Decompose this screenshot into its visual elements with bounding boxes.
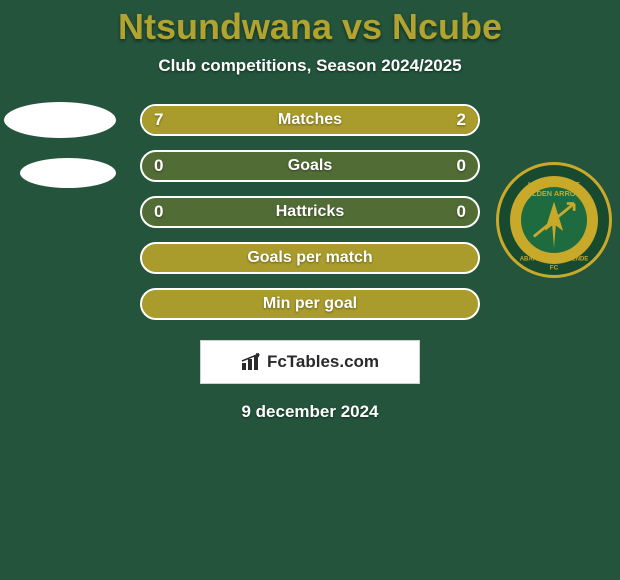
stat-label: Goals — [288, 157, 332, 175]
page-title: Ntsundwana vs Ncube — [118, 6, 502, 48]
content-wrapper: Ntsundwana vs Ncube Club competitions, S… — [0, 0, 620, 580]
ellipse-shape — [4, 102, 116, 138]
svg-text:GOLDEN ARROWS: GOLDEN ARROWS — [521, 189, 588, 198]
stat-value-left: 7 — [154, 110, 163, 130]
svg-text:LAMONTVILLE: LAMONTVILLE — [528, 180, 580, 189]
stat-label: Min per goal — [263, 295, 357, 313]
right-club-badge: LAMONTVILLE GOLDEN ARROWS ABAFANA BES'TH… — [496, 162, 612, 278]
stat-row: Goals per match — [140, 242, 480, 274]
golden-arrows-badge-icon: LAMONTVILLE GOLDEN ARROWS ABAFANA BES'TH… — [499, 162, 609, 278]
svg-text:FC: FC — [550, 265, 559, 272]
club-badge-circle: LAMONTVILLE GOLDEN ARROWS ABAFANA BES'TH… — [496, 162, 612, 278]
stat-label: Matches — [278, 111, 342, 129]
brand-box[interactable]: FcTables.com — [200, 340, 420, 384]
stat-row: Min per goal — [140, 288, 480, 320]
stat-label: Hattricks — [276, 203, 344, 221]
ellipse-shape — [20, 158, 116, 188]
svg-text:ABAFANA BES'THENDE: ABAFANA BES'THENDE — [520, 256, 589, 262]
stat-row: 0 Hattricks 0 — [140, 196, 480, 228]
date-text: 9 december 2024 — [241, 402, 378, 422]
stats-area: LAMONTVILLE GOLDEN ARROWS ABAFANA BES'TH… — [0, 104, 620, 320]
stat-fill-right — [401, 106, 478, 134]
brand-text: FcTables.com — [267, 352, 379, 372]
bar-chart-icon — [241, 353, 263, 371]
stat-label: Goals per match — [247, 249, 372, 267]
stat-value-right: 0 — [457, 202, 466, 222]
stat-value-left: 0 — [154, 156, 163, 176]
subtitle: Club competitions, Season 2024/2025 — [158, 56, 461, 76]
left-player-placeholder — [4, 100, 116, 212]
stat-value-left: 0 — [154, 202, 163, 222]
stat-rows: 7 Matches 2 0 Goals 0 0 Hattricks 0 Goals per mat… — [140, 104, 480, 320]
stat-row: 0 Goals 0 — [140, 150, 480, 182]
stat-value-right: 2 — [457, 110, 466, 130]
stat-row: 7 Matches 2 — [140, 104, 480, 136]
stat-value-right: 0 — [457, 156, 466, 176]
stat-fill-left — [142, 106, 401, 134]
